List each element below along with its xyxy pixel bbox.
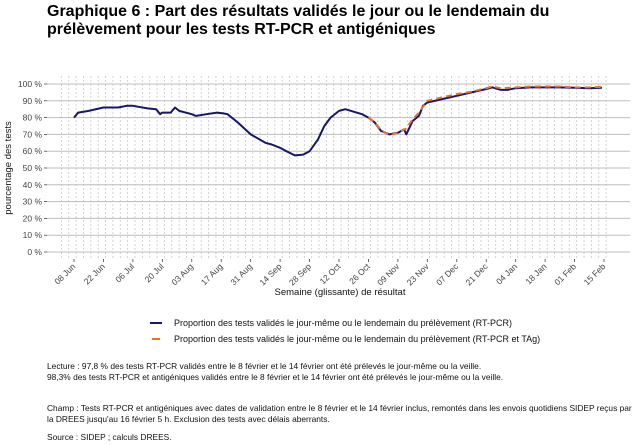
- legend-label-rtpcr: Proportion des tests validés le jour-mêm…: [174, 318, 512, 328]
- x-axis: 08 Jun 22 Jun 06 Jul 20 Jul 03 Aug 17 Aug 31 A…: [52, 259, 608, 288]
- x-tick-label: 22 Jun: [82, 261, 107, 286]
- legend-item-rtpcr-tag: Proportion des tests validés le jour-mêm…: [150, 334, 540, 344]
- note-champ: Champ : Tests RT-PCR et antigéniques ave…: [47, 403, 632, 424]
- x-tick-label: 18 Jan: [523, 261, 548, 286]
- x-tick-label: 03 Aug: [169, 261, 195, 287]
- x-tick-label: 12 Oct: [318, 261, 343, 286]
- legend-swatch-rtpcr: [150, 322, 162, 324]
- y-tick-label: 20 %: [23, 213, 43, 223]
- grid: [47, 76, 630, 260]
- x-tick-label: 06 Jul: [113, 261, 136, 284]
- legend-swatch-rtpcr-tag: [152, 338, 160, 340]
- y-tick-label: 0 %: [27, 247, 42, 257]
- x-tick-label: 20 Jul: [143, 261, 166, 284]
- y-tick-label: 80 %: [23, 113, 43, 123]
- x-tick-label: 01 Feb: [552, 261, 578, 287]
- note-lecture-2: 98,3% des tests RT-PCR et antigéniques v…: [47, 371, 504, 382]
- x-tick-label: 21 Dec: [464, 261, 491, 288]
- y-axis-label: pourcentage des tests: [3, 121, 14, 215]
- x-tick-label: 14 Sep: [257, 261, 283, 287]
- y-axis: 0 % 10 % 20 % 30 % 40 % 50 % 60 % 70 % 80 % 90 % 1…: [18, 79, 47, 257]
- x-tick-label: 31 Aug: [228, 261, 254, 287]
- x-tick-label: 28 Sep: [287, 261, 313, 287]
- line-chart: 0 % 10 % 20 % 30 % 40 % 50 % 60 % 70 % 80 % 90 % 1…: [3, 76, 630, 298]
- y-tick-label: 100 %: [18, 79, 43, 89]
- x-tick-label: 26 Oct: [347, 261, 372, 286]
- series-lines: [73, 85, 602, 157]
- y-tick-label: 30 %: [23, 197, 43, 207]
- legend-label-rtpcr-tag: Proportion des tests validés le jour-mêm…: [174, 334, 541, 344]
- x-tick-label: 15 Feb: [582, 261, 608, 287]
- note-lecture: Lecture : 97,8 % des tests RT-PCR validé…: [47, 361, 632, 382]
- y-tick-label: 10 %: [23, 230, 43, 240]
- y-tick-label: 60 %: [23, 146, 43, 156]
- note-lecture-1: Lecture : 97,8 % des tests RT-PCR validé…: [47, 361, 482, 371]
- x-axis-label: Semaine (glissante) de résultat: [275, 287, 406, 298]
- note-source: Source : SIDEP ; calculs DREES.: [47, 432, 172, 442]
- y-tick-label: 50 %: [23, 163, 43, 173]
- y-tick-label: 70 %: [23, 129, 43, 139]
- x-tick-label: 23 Nov: [405, 261, 432, 288]
- y-tick-label: 90 %: [23, 96, 43, 106]
- series-line-rtpcr-tag: [367, 85, 602, 137]
- legend-item-rtpcr: Proportion des tests validés le jour-mêm…: [150, 318, 512, 328]
- x-tick-label: 08 Jun: [52, 261, 77, 286]
- x-tick-label: 04 Jan: [494, 261, 519, 286]
- x-tick-label: 09 Nov: [375, 261, 402, 288]
- series-line-rtpcr: [73, 86, 602, 157]
- x-tick-label: 07 Dec: [434, 261, 461, 288]
- x-tick-label: 17 Aug: [199, 261, 225, 287]
- chart-title: Graphique 6 : Part des résultats validés…: [47, 3, 550, 38]
- y-tick-label: 40 %: [23, 180, 43, 190]
